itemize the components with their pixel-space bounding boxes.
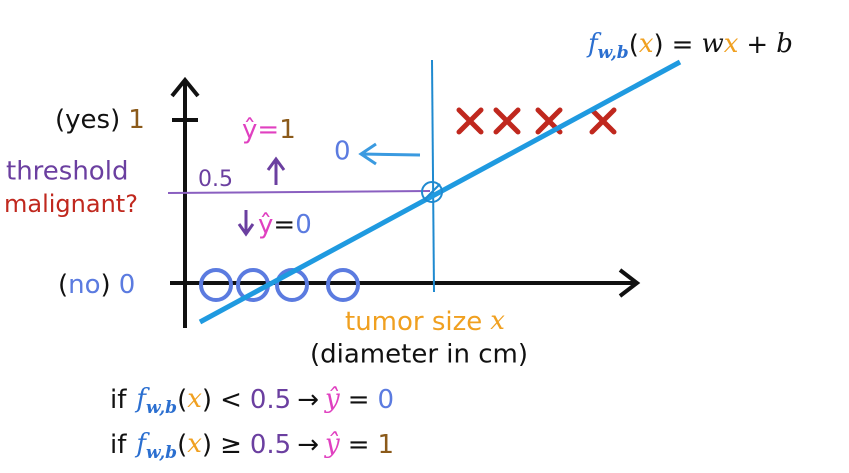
value: 0 bbox=[295, 210, 312, 240]
paren: ) bbox=[202, 385, 212, 415]
sub: w,b bbox=[146, 443, 177, 463]
formula-x: x bbox=[724, 29, 739, 59]
op: ≥ bbox=[220, 430, 242, 460]
malignant-label: malignant? bbox=[4, 190, 138, 218]
x-label: tumor size x bbox=[345, 306, 505, 337]
benign-points bbox=[199, 268, 360, 302]
arrow-zero: 0 bbox=[334, 137, 351, 167]
yes-text: (yes) bbox=[55, 105, 120, 135]
yhat: ŷ bbox=[258, 210, 273, 240]
arrow: → bbox=[297, 385, 319, 415]
equals: = bbox=[273, 210, 295, 240]
threshold: 0.5 bbox=[250, 430, 291, 460]
arrow-left bbox=[358, 142, 421, 166]
formula-paren: ) bbox=[654, 30, 664, 60]
y-axis-arrow bbox=[170, 76, 200, 98]
intersection-mark bbox=[423, 183, 441, 201]
if: if bbox=[110, 385, 127, 415]
formula-sub: w,b bbox=[598, 43, 629, 63]
yhat: ŷ bbox=[324, 429, 340, 459]
yhat-one: ŷ=1 bbox=[242, 115, 296, 145]
point-x bbox=[493, 107, 521, 135]
intersection bbox=[421, 181, 443, 203]
value: 0 bbox=[378, 385, 395, 415]
point-x bbox=[589, 107, 617, 135]
eq: = bbox=[348, 385, 370, 415]
formula-plus: + bbox=[746, 30, 768, 60]
malignant-points bbox=[456, 107, 617, 135]
yes-label: (yes) 1 bbox=[55, 105, 145, 135]
value: 1 bbox=[279, 115, 296, 145]
formula-w: w bbox=[701, 29, 723, 59]
fit-line bbox=[198, 59, 682, 325]
if: if bbox=[110, 430, 127, 460]
threshold-line bbox=[167, 190, 431, 194]
paren: ( bbox=[177, 385, 187, 415]
point-o bbox=[199, 268, 233, 302]
arrow-down bbox=[237, 210, 255, 237]
threshold-label: threshold bbox=[6, 157, 128, 187]
x-axis-arrow bbox=[618, 268, 641, 298]
x-label-text: tumor size bbox=[345, 307, 482, 337]
arrow-up bbox=[266, 156, 286, 185]
x-label-var: x bbox=[490, 306, 505, 336]
rule-1: if fw,b(x) <0.5 → ŷ = 0 bbox=[110, 384, 394, 418]
x-sublabel: (diameter in cm) bbox=[310, 340, 528, 370]
decision-line bbox=[431, 59, 435, 293]
threshold-value: 0.5 bbox=[198, 167, 233, 192]
yhat: ŷ bbox=[324, 384, 340, 414]
yhat-zero: ŷ=0 bbox=[258, 210, 312, 240]
op: < bbox=[220, 385, 242, 415]
formula-eq: = bbox=[672, 30, 694, 60]
value: 1 bbox=[378, 430, 395, 460]
arrow: → bbox=[297, 430, 319, 460]
x: x bbox=[187, 384, 202, 414]
eq: = bbox=[348, 430, 370, 460]
formula-x: x bbox=[639, 29, 654, 59]
paren: ( bbox=[177, 430, 187, 460]
yes-value: 1 bbox=[128, 105, 145, 135]
rule-2: if fw,b(x) ≥0.5 → ŷ = 1 bbox=[110, 429, 394, 463]
sub: w,b bbox=[146, 398, 177, 418]
point-o bbox=[326, 268, 360, 302]
no-open: ( bbox=[58, 270, 68, 300]
paren: ) bbox=[202, 430, 212, 460]
no-value: 0 bbox=[119, 270, 136, 300]
x: x bbox=[187, 429, 202, 459]
equals: = bbox=[257, 115, 279, 145]
threshold: 0.5 bbox=[250, 385, 291, 415]
formula-b: b bbox=[776, 29, 793, 59]
formula-paren: ( bbox=[629, 30, 639, 60]
yhat: ŷ bbox=[242, 115, 257, 145]
point-x bbox=[456, 107, 484, 135]
no-text: no bbox=[68, 270, 100, 300]
no-label: (no) 0 bbox=[58, 270, 135, 300]
no-close: ) bbox=[101, 270, 111, 300]
formula: fw,b(x) = wx + b bbox=[586, 29, 793, 63]
